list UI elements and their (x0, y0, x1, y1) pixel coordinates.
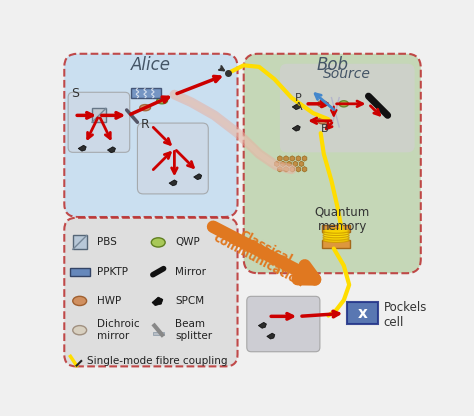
Text: PBS: PBS (97, 238, 117, 248)
Text: Pockels
cell: Pockels cell (384, 301, 427, 329)
FancyBboxPatch shape (244, 54, 421, 273)
Text: Mirror: Mirror (175, 267, 206, 277)
Bar (347, 302, 378, 324)
Text: Classical
communication: Classical communication (211, 218, 313, 290)
Ellipse shape (140, 104, 151, 111)
Ellipse shape (318, 101, 327, 107)
Polygon shape (290, 156, 294, 161)
FancyBboxPatch shape (64, 218, 237, 366)
Polygon shape (302, 156, 307, 161)
Text: QWP: QWP (175, 238, 200, 248)
Text: x: x (357, 306, 367, 321)
Text: Quantum
memory: Quantum memory (315, 206, 370, 233)
Ellipse shape (323, 228, 349, 233)
Polygon shape (70, 268, 90, 275)
Polygon shape (292, 125, 301, 131)
Text: A: A (295, 102, 303, 112)
FancyBboxPatch shape (68, 92, 130, 152)
Ellipse shape (73, 296, 87, 306)
FancyBboxPatch shape (247, 296, 320, 352)
Polygon shape (296, 156, 301, 161)
Ellipse shape (323, 231, 349, 235)
Bar (153, 332, 164, 335)
Polygon shape (299, 161, 304, 166)
Polygon shape (108, 147, 116, 153)
Ellipse shape (157, 98, 167, 104)
Polygon shape (284, 166, 288, 172)
Text: Bob: Bob (316, 56, 348, 74)
Text: SPCM: SPCM (175, 296, 204, 306)
Ellipse shape (323, 233, 349, 238)
Text: Beam
splitter: Beam splitter (175, 319, 212, 341)
Polygon shape (278, 166, 282, 172)
Polygon shape (73, 235, 87, 249)
Ellipse shape (323, 235, 349, 240)
Text: R: R (140, 118, 149, 131)
Text: Source: Source (323, 67, 371, 81)
Polygon shape (258, 322, 266, 328)
FancyBboxPatch shape (64, 54, 237, 217)
Ellipse shape (339, 101, 348, 107)
Polygon shape (194, 174, 202, 180)
Polygon shape (293, 161, 298, 166)
Polygon shape (169, 180, 177, 186)
Ellipse shape (318, 118, 327, 124)
Ellipse shape (151, 238, 165, 247)
Polygon shape (267, 333, 275, 339)
Ellipse shape (73, 326, 87, 335)
Polygon shape (290, 166, 294, 172)
Bar (322, 240, 350, 248)
FancyBboxPatch shape (137, 123, 208, 194)
Polygon shape (281, 161, 285, 166)
Polygon shape (292, 104, 301, 109)
Text: HWP: HWP (97, 296, 121, 306)
Text: Dichroic
mirror: Dichroic mirror (97, 319, 139, 341)
Text: Alice: Alice (131, 56, 171, 74)
Polygon shape (274, 161, 279, 166)
Polygon shape (296, 166, 301, 172)
Polygon shape (284, 156, 288, 161)
Text: P: P (295, 93, 302, 103)
Polygon shape (131, 89, 161, 98)
Bar (322, 225, 350, 233)
Text: B: B (321, 124, 328, 134)
Text: S: S (71, 87, 79, 100)
Ellipse shape (323, 238, 349, 243)
Text: Single-mode fibre coupling: Single-mode fibre coupling (87, 356, 228, 366)
Polygon shape (287, 161, 292, 166)
Polygon shape (152, 297, 163, 306)
FancyBboxPatch shape (280, 64, 415, 152)
Polygon shape (278, 156, 282, 161)
Text: PPKTP: PPKTP (97, 267, 128, 277)
Polygon shape (78, 145, 86, 151)
Polygon shape (302, 166, 307, 172)
Polygon shape (92, 109, 106, 122)
